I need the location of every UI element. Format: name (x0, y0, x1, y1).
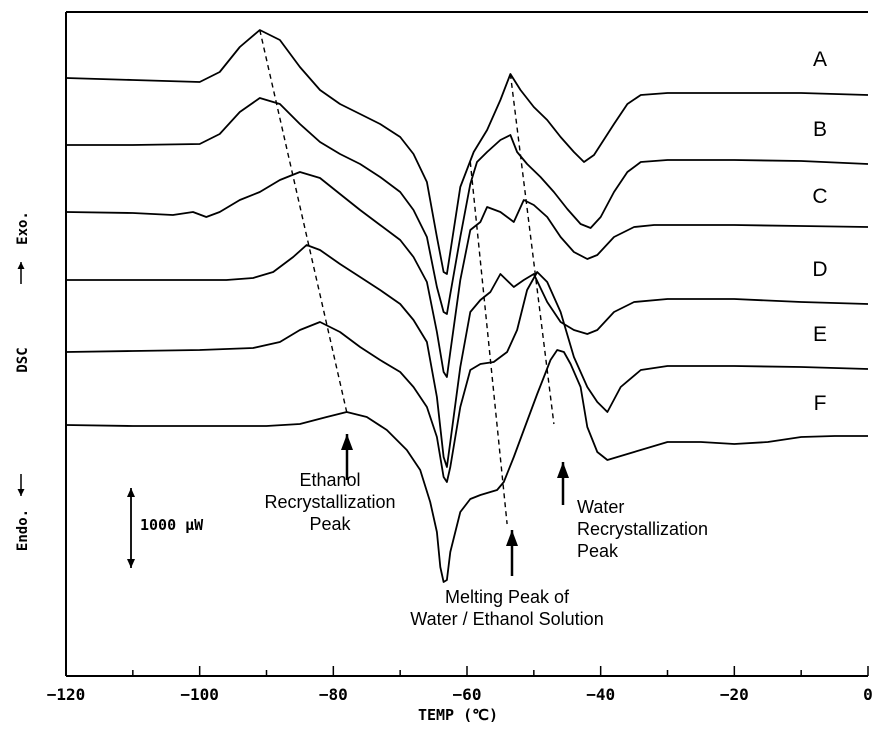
axes-layer (17, 11, 869, 677)
curve-label: F (814, 392, 827, 415)
annotation-line: Recrystallization (264, 492, 395, 512)
annotation-line: Recrystallization (577, 519, 708, 539)
trend-line-water-recrystallization (509, 73, 555, 425)
arrow-melting-peak (506, 530, 518, 576)
annotation-line: Peak (309, 514, 351, 534)
x-tick-label: −20 (720, 685, 749, 704)
annotation-line: Ethanol (299, 470, 360, 490)
curve-label: C (812, 185, 827, 208)
annotation-line: Water (577, 497, 624, 517)
x-tick-label: −60 (453, 685, 482, 704)
trend-layer (259, 29, 555, 525)
annotation-line: Water / Ethanol Solution (410, 609, 603, 629)
x-tick-label: −80 (319, 685, 348, 704)
annotation-line: Peak (577, 541, 619, 561)
exo-direction-arrow (17, 262, 25, 284)
curve-label: A (813, 48, 827, 71)
trend-line-water-ethanol-melting (469, 161, 508, 525)
trend-line-ethanol-recrystallization (259, 29, 348, 413)
endo-direction-arrow (17, 474, 25, 496)
dsc-curve-c (65, 171, 869, 378)
annotation-text: Ethanol Recrystallization Peak (264, 470, 395, 534)
annotation-line: Melting Peak of (445, 587, 570, 607)
x-tick-label: −120 (47, 685, 86, 704)
x-axis-label: TEMP (℃) (418, 706, 498, 724)
text-layer: TEMP (℃) Exo. DSC Endo. 1000 μW −120 −100… (15, 48, 872, 724)
x-tick-label: −40 (586, 685, 615, 704)
y-axis-label-endo: Endo. (15, 509, 31, 551)
dsc-curve-a (65, 29, 869, 275)
scale-bar (127, 488, 135, 568)
arrow-ethanol-recrystallization (341, 434, 353, 480)
dsc-curve-b (66, 97, 869, 315)
y-axis-label-exo: Exo. (15, 211, 31, 245)
x-tick-label: 0 (863, 685, 872, 704)
dsc-curve-e (65, 271, 869, 483)
annotation-text: Water Recrystallization Peak (577, 497, 708, 561)
annotation-text: Melting Peak of Water / Ethanol Solution (410, 587, 603, 629)
curve-label: E (813, 323, 827, 346)
series-layer (65, 29, 869, 583)
dsc-curve-f (65, 349, 868, 583)
y-axis-label-dsc: DSC (15, 347, 31, 372)
dsc-curve-d (66, 244, 869, 468)
scale-bar-label: 1000 μW (140, 516, 204, 534)
arrow-water-recrystallization (557, 462, 569, 505)
curve-label: D (812, 258, 827, 281)
x-tick-label: −100 (180, 685, 219, 704)
curve-label: B (813, 118, 827, 141)
